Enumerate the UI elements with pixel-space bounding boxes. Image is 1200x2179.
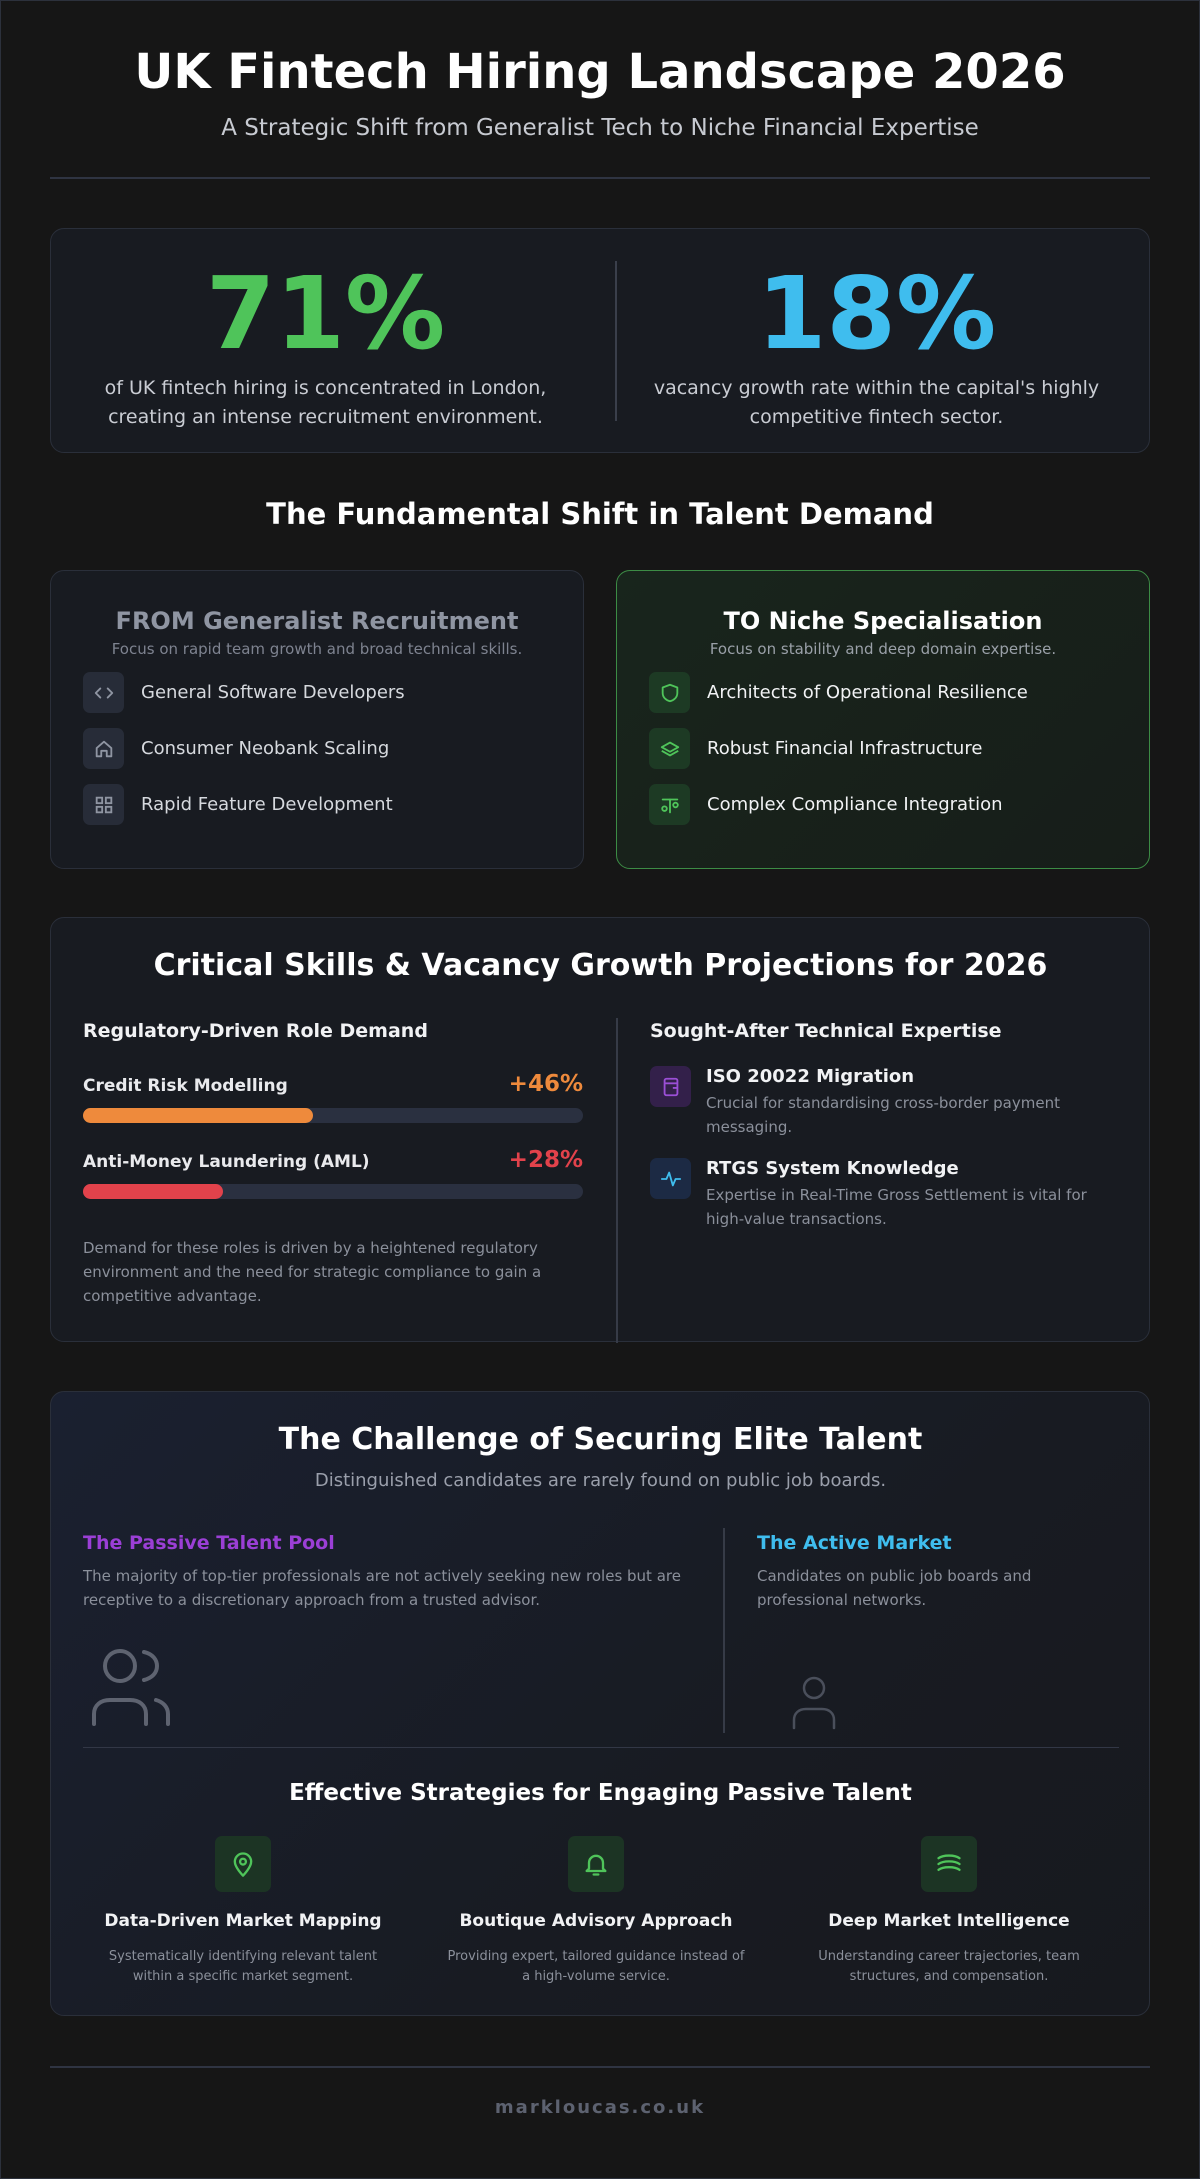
- code-icon: [83, 672, 124, 713]
- stat-value: 71%: [205, 255, 446, 372]
- role-value: +28%: [508, 1147, 583, 1173]
- stat-london: 71% of UK fintech hiring is concentrated…: [51, 229, 600, 454]
- from-item: General Software Developers: [83, 672, 583, 713]
- stats-card: 71% of UK fintech hiring is concentrated…: [50, 228, 1150, 453]
- role-bar-credit-risk: Credit Risk Modelling +46%: [83, 1071, 583, 1123]
- strategy-boutique-advisory: Boutique Advisory Approach Providing exp…: [426, 1836, 766, 1987]
- strategy-name: Boutique Advisory Approach: [459, 1911, 733, 1931]
- role-label: Credit Risk Modelling: [83, 1076, 288, 1096]
- passive-text: The majority of top-tier professionals a…: [83, 1567, 681, 1609]
- strategy-name: Data-Driven Market Mapping: [104, 1911, 382, 1931]
- strategy-market-intelligence: Deep Market Intelligence Understanding c…: [779, 1836, 1119, 1987]
- role-bar-track: [83, 1108, 583, 1123]
- to-item-label: Complex Compliance Integration: [707, 794, 1003, 815]
- stat-vacancy-growth: 18% vacancy growth rate within the capit…: [602, 229, 1151, 454]
- page-header: UK Fintech Hiring Landscape 2026 A Strat…: [50, 40, 1150, 144]
- stat-text: of UK fintech hiring is concentrated in …: [104, 377, 547, 428]
- shield-icon: [649, 672, 690, 713]
- pulse-icon: [650, 1158, 691, 1199]
- skills-divider: [616, 1018, 618, 1343]
- stat-value: 18%: [756, 255, 997, 372]
- to-heading: TO Niche Specialisation: [723, 607, 1043, 635]
- from-card: FROM Generalist Recruitment Focus on rap…: [50, 570, 584, 869]
- strategy-market-mapping: Data-Driven Market Mapping Systematicall…: [73, 1836, 413, 1987]
- role-bar-aml: Anti-Money Laundering (AML) +28%: [83, 1147, 583, 1199]
- page-title: UK Fintech Hiring Landscape 2026: [134, 44, 1066, 100]
- pool-divider: [723, 1528, 725, 1733]
- tech-desc: Expertise in Real-Time Gross Settlement …: [706, 1186, 1087, 1228]
- strategy-name: Deep Market Intelligence: [828, 1911, 1070, 1931]
- passive-heading: The Passive Talent Pool: [83, 1532, 335, 1554]
- challenge-card: The Challenge of Securing Elite Talent D…: [50, 1391, 1150, 2016]
- people-group-icon: [86, 1644, 174, 1736]
- scales-icon: [649, 784, 690, 825]
- to-item: Robust Financial Infrastructure: [649, 728, 1149, 769]
- shift-section-title: The Fundamental Shift in Talent Demand: [266, 497, 934, 531]
- to-subtitle: Focus on stability and deep domain exper…: [709, 640, 1057, 658]
- active-heading: The Active Market: [757, 1532, 952, 1554]
- footer-site[interactable]: markloucas.co.uk: [494, 2097, 706, 2118]
- strategies-title: Effective Strategies for Engaging Passiv…: [289, 1780, 912, 1806]
- header-divider: [50, 177, 1150, 179]
- footer-divider: [50, 2066, 1150, 2068]
- stat-text: vacancy growth rate within the capital's…: [653, 377, 1100, 428]
- home-icon: [83, 728, 124, 769]
- bell-icon: [568, 1836, 624, 1892]
- role-bar-fill: [83, 1184, 223, 1199]
- from-item-label: Consumer Neobank Scaling: [141, 738, 390, 759]
- from-item: Consumer Neobank Scaling: [83, 728, 583, 769]
- technical-heading: Sought-After Technical Expertise: [650, 1020, 1002, 1042]
- strategy-desc: Systematically identifying relevant tale…: [108, 1949, 378, 1984]
- strategy-desc: Understanding career trajectories, team …: [818, 1949, 1080, 1984]
- from-item: Rapid Feature Development: [83, 784, 583, 825]
- wallet-icon: [650, 1066, 691, 1107]
- skills-title: Critical Skills & Vacancy Growth Project…: [153, 948, 1048, 983]
- role-bar-fill: [83, 1108, 313, 1123]
- to-item: Architects of Operational Resilience: [649, 672, 1149, 713]
- skills-note: Demand for these roles is driven by a he…: [83, 1239, 542, 1305]
- from-item-label: Rapid Feature Development: [141, 794, 393, 815]
- stats-divider: [615, 261, 617, 421]
- map-pin-icon: [215, 1836, 271, 1892]
- to-item: Complex Compliance Integration: [649, 784, 1149, 825]
- challenge-title: The Challenge of Securing Elite Talent: [278, 1422, 923, 1457]
- role-value: +46%: [508, 1071, 583, 1097]
- from-heading: FROM Generalist Recruitment: [115, 607, 519, 635]
- layers-icon: [649, 728, 690, 769]
- page-subtitle: A Strategic Shift from Generalist Tech t…: [221, 115, 979, 141]
- wave-icon: [921, 1836, 977, 1892]
- grid-icon: [83, 784, 124, 825]
- tech-name: RTGS System Knowledge: [706, 1158, 959, 1179]
- active-text: Candidates on public job boards and prof…: [757, 1567, 1032, 1609]
- from-item-label: General Software Developers: [141, 682, 405, 703]
- challenge-divider: [83, 1747, 1119, 1748]
- person-icon: [790, 1674, 838, 1734]
- regulatory-heading: Regulatory-Driven Role Demand: [83, 1020, 428, 1042]
- strategy-desc: Providing expert, tailored guidance inst…: [447, 1949, 745, 1984]
- role-label: Anti-Money Laundering (AML): [83, 1152, 370, 1172]
- challenge-subtitle: Distinguished candidates are rarely foun…: [314, 1470, 887, 1491]
- tech-desc: Crucial for standardising cross-border p…: [706, 1094, 1060, 1136]
- role-bar-track: [83, 1184, 583, 1199]
- to-item-label: Robust Financial Infrastructure: [707, 738, 983, 759]
- to-item-label: Architects of Operational Resilience: [707, 682, 1028, 703]
- skills-card: Critical Skills & Vacancy Growth Project…: [50, 917, 1150, 1343]
- to-card: TO Niche Specialisation Focus on stabili…: [616, 570, 1150, 869]
- tech-name: ISO 20022 Migration: [706, 1066, 915, 1087]
- from-subtitle: Focus on rapid team growth and broad tec…: [111, 640, 523, 658]
